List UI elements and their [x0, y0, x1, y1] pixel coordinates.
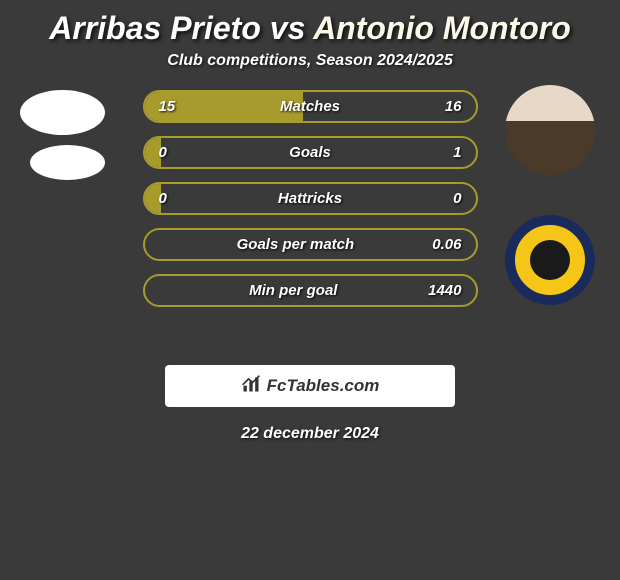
stat-value-left: 0 [159, 190, 167, 207]
watermark-text: FcTables.com [267, 376, 380, 396]
chart-icon [241, 374, 261, 399]
stat-value-right: 1440 [428, 282, 461, 299]
stat-label: Goals per match [237, 236, 355, 253]
stat-value-left: 0 [159, 144, 167, 161]
subtitle: Club competitions, Season 2024/2025 [0, 52, 620, 70]
stat-value-right: 1 [453, 144, 461, 161]
stat-value-right: 0 [453, 190, 461, 207]
player2-name: Antonio Montoro [313, 10, 571, 46]
vs-text: vs [270, 10, 306, 46]
stat-label: Matches [280, 98, 340, 115]
watermark[interactable]: FcTables.com [165, 365, 455, 407]
player2-club-logo [505, 215, 595, 305]
stat-row: 15 Matches 16 [143, 90, 478, 123]
stat-value-left: 15 [159, 98, 176, 115]
stat-row: 0 Hattricks 0 [143, 182, 478, 215]
player1-name: Arribas Prieto [49, 10, 261, 46]
player1-club-logo [30, 145, 105, 180]
stat-row: 0 Goals 1 [143, 136, 478, 169]
stat-label: Min per goal [249, 282, 337, 299]
stat-row: Min per goal 1440 [143, 274, 478, 307]
player1-avatar [20, 90, 105, 135]
stat-label: Hattricks [278, 190, 342, 207]
stat-value-right: 0.06 [432, 236, 461, 253]
stat-value-right: 16 [445, 98, 462, 115]
date-text: 22 december 2024 [0, 425, 620, 443]
stat-row: Goals per match 0.06 [143, 228, 478, 261]
stats-area: 15 Matches 16 0 Goals 1 0 Hattricks 0 Goals per m… [0, 90, 620, 350]
player2-avatar [505, 85, 595, 175]
stat-label: Goals [289, 144, 331, 161]
comparison-title: Arribas Prieto vs Antonio Montoro [0, 0, 620, 52]
